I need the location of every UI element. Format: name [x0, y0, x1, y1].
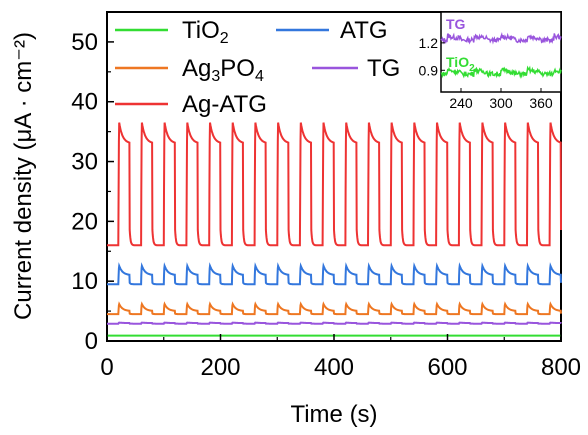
- y-tick-label: 40: [71, 89, 98, 116]
- y-tick-label: 10: [71, 268, 98, 295]
- x-axis-title: Time (s): [290, 401, 377, 428]
- series-line-atg: [107, 262, 562, 286]
- inset-series-line-tg: [440, 32, 562, 45]
- x-tick-label: 0: [100, 354, 113, 381]
- y-tick-label: 50: [71, 29, 98, 56]
- main-series-group: [107, 122, 562, 337]
- legend-label-atg: ATG: [340, 17, 388, 44]
- inset-y-tick-label: 1.2: [419, 35, 439, 51]
- legend: TiO2 ATG Ag3PO4 TG Ag-ATG: [115, 17, 400, 118]
- legend-label-tg: TG: [367, 55, 400, 82]
- y-tick-label: 0: [85, 328, 98, 355]
- series-line-tg: [107, 321, 562, 325]
- inset-series-line-tio2: [440, 65, 562, 79]
- inset-series-group: [440, 32, 562, 79]
- x-tick-label: 200: [200, 354, 240, 381]
- x-tick-label: 400: [314, 354, 354, 381]
- inset-y-tick-label: 0.9: [419, 62, 439, 78]
- inset-axis-ticks: 240 300 360 0.9 1.2: [419, 35, 553, 111]
- series-line-ag3po4: [107, 301, 562, 316]
- x-tick-label: 800: [541, 354, 581, 381]
- inset-label-tg: TG: [446, 16, 466, 32]
- x-tick-label: 600: [427, 354, 467, 381]
- inset-x-tick-label: 360: [529, 95, 553, 111]
- inset-x-tick-label: 240: [449, 95, 473, 111]
- inset-frame: [440, 11, 562, 93]
- inset-x-tick-label: 300: [489, 95, 513, 111]
- main-axis-ticks: 0 200 400 600 800 0 10 20 30 40 50: [71, 29, 581, 381]
- y-tick-label: 20: [71, 208, 98, 235]
- series-line-agatg: [107, 122, 562, 247]
- y-tick-label: 30: [71, 149, 98, 176]
- legend-label-tio2: TiO2: [182, 17, 229, 47]
- legend-label-ag3po4: Ag3PO4: [182, 55, 264, 85]
- legend-label-agatg: Ag-ATG: [182, 91, 267, 118]
- inset-label-tio2: TiO2: [446, 54, 475, 74]
- y-axis-title: Current density (μA · cm⁻²): [10, 32, 37, 320]
